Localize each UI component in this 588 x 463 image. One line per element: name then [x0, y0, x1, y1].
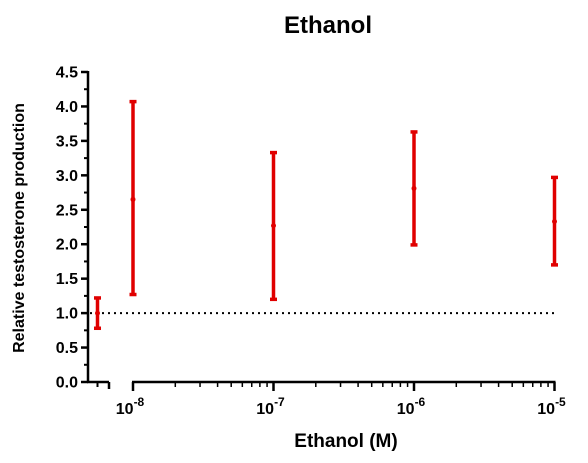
y-tick-label: 0.5 — [56, 340, 78, 357]
y-axis-label: Relative testosterone production — [11, 103, 28, 353]
x-tick-label: 10-8 — [116, 395, 145, 418]
data-point-group — [129, 99, 137, 297]
data-point-group — [270, 150, 277, 302]
data-marks — [90, 99, 558, 331]
y-tick-label: 4.0 — [56, 99, 78, 116]
axes: 0.0 0.5 1.0 1.5 2.0 2.5 3.0 3.5 4.0 4.5 10-8 10-7 10… — [56, 65, 566, 419]
y-tick-label: 0.0 — [56, 375, 78, 392]
data-point — [271, 223, 276, 229]
y-tick-label: 2.0 — [56, 237, 78, 254]
y-tick-label: 4.5 — [56, 65, 78, 82]
y-tick-label: 3.0 — [56, 168, 78, 185]
x-tick-label: 10-6 — [397, 395, 426, 418]
data-point — [552, 218, 557, 224]
y-tick-label: 3.5 — [56, 133, 78, 150]
x-tick-label: 10-5 — [537, 395, 566, 418]
data-point — [95, 310, 100, 316]
data-point-group — [551, 175, 558, 267]
chart-title: Ethanol — [284, 12, 372, 39]
y-tick-label: 1.0 — [56, 306, 78, 323]
y-tick-label: 1.5 — [56, 271, 78, 288]
y-tick-label: 2.5 — [56, 202, 78, 219]
data-point-group — [410, 130, 418, 247]
x-tick-label: 10-7 — [256, 395, 285, 418]
x-axis-label: Ethanol (M) — [294, 431, 397, 452]
data-point — [130, 196, 136, 202]
control-point — [94, 296, 101, 331]
data-point — [411, 185, 417, 191]
